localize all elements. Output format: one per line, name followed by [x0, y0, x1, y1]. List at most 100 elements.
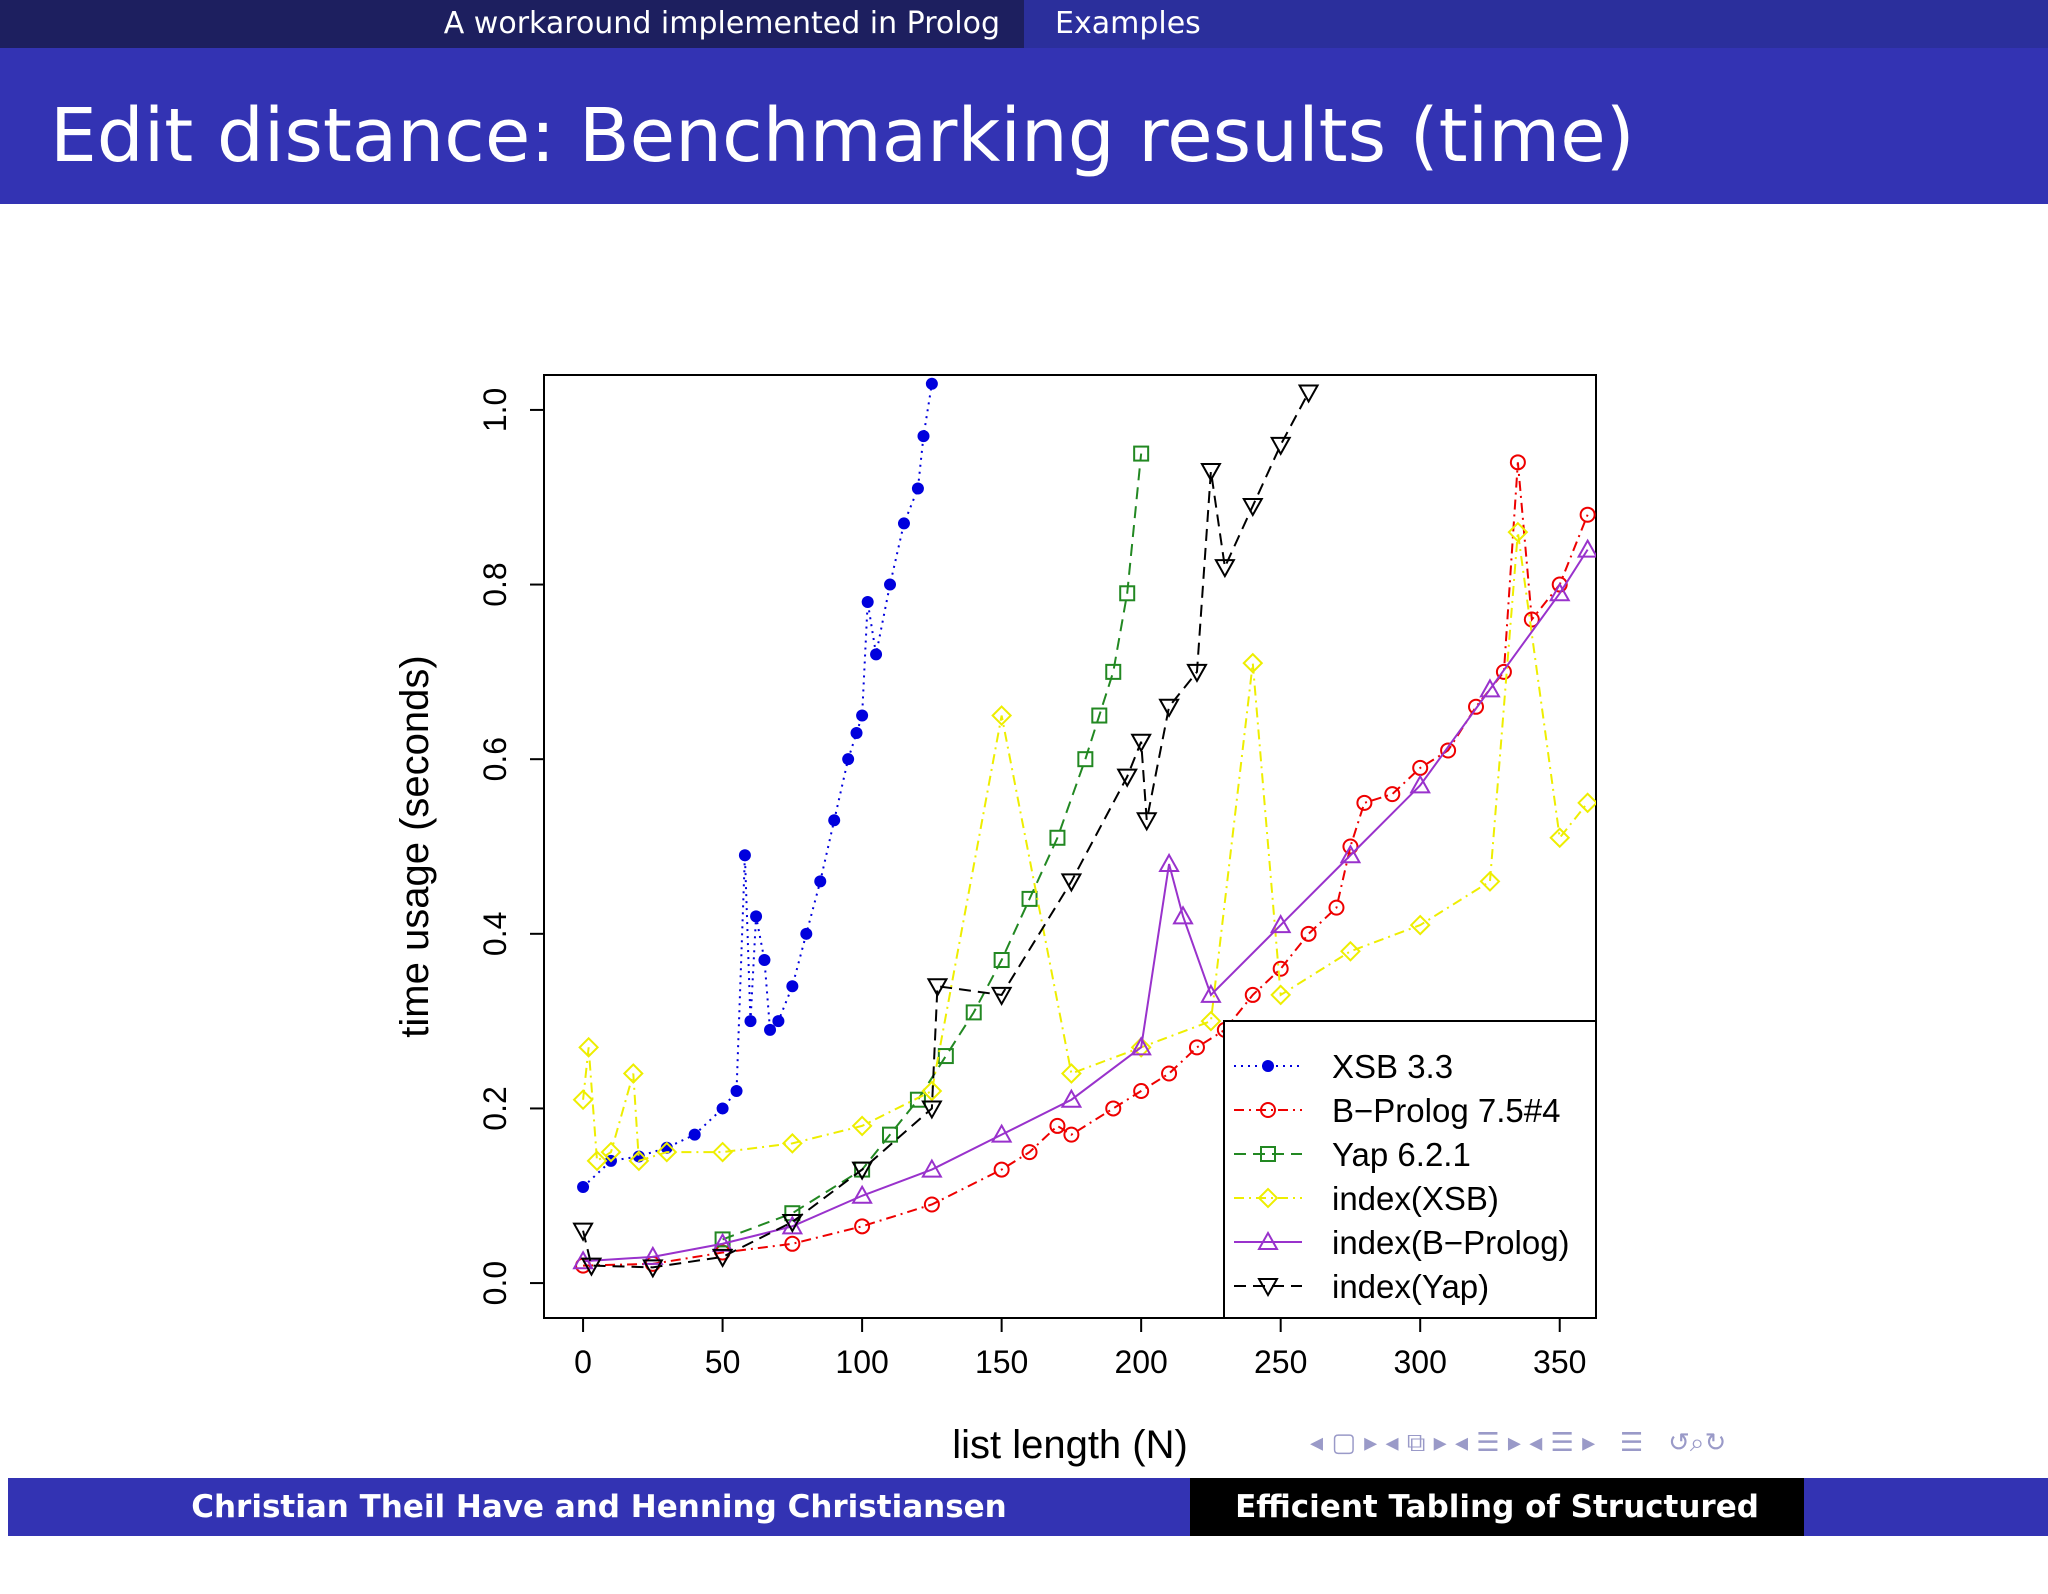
x-tick-label: 250 — [1254, 1344, 1307, 1380]
data-point — [911, 482, 924, 495]
nav-section-right-icon[interactable]: ▸ — [1507, 1428, 1521, 1458]
y-tick-label: 0.8 — [477, 562, 513, 606]
data-point — [1116, 768, 1138, 788]
data-point — [1479, 871, 1501, 892]
y-axis-label: time usage (seconds) — [393, 655, 437, 1037]
nav-align-left-icon[interactable]: ◂ — [1529, 1428, 1543, 1458]
data-point — [1133, 1082, 1150, 1099]
nav-subsection-link[interactable]: Examples — [1055, 6, 1201, 41]
data-point — [1269, 436, 1292, 456]
nav-outline-icon[interactable]: ☰ — [1603, 1428, 1660, 1458]
data-point — [1509, 454, 1526, 471]
data-point — [730, 1084, 743, 1097]
data-point — [1409, 914, 1431, 936]
x-tick-label: 300 — [1394, 1344, 1447, 1380]
data-point — [781, 1132, 803, 1154]
nav-frame-right-icon[interactable]: ▸ — [1364, 1428, 1378, 1458]
data-point — [572, 1250, 594, 1270]
nav-section-icon[interactable]: ☰ — [1476, 1428, 1500, 1458]
data-point — [1297, 384, 1320, 404]
data-point — [1200, 1010, 1222, 1032]
y-tick-label: 0.2 — [477, 1086, 513, 1130]
data-point — [993, 952, 1010, 969]
data-point — [1468, 698, 1485, 715]
data-point — [828, 814, 841, 827]
series-3 — [572, 521, 1596, 1172]
data-point — [851, 1115, 873, 1137]
data-point — [1060, 1088, 1083, 1108]
data-point — [750, 910, 763, 923]
data-point — [1060, 1063, 1082, 1084]
series-line — [582, 391, 1310, 1269]
data-point — [1188, 1039, 1205, 1056]
nav-subsection-icon[interactable]: ⧉ — [1406, 1428, 1426, 1458]
data-point — [1577, 792, 1596, 814]
data-point — [784, 1205, 801, 1222]
nav-section-left-icon[interactable]: ◂ — [1455, 1428, 1469, 1458]
data-point — [1579, 506, 1596, 523]
data-point — [1356, 794, 1373, 811]
data-point — [1161, 1065, 1178, 1082]
data-point — [937, 1048, 954, 1065]
data-point — [993, 1161, 1010, 1178]
data-point — [921, 1080, 943, 1102]
nav-section-link[interactable]: A workaround implemented in Prolog — [443, 6, 1000, 41]
data-point — [965, 1004, 982, 1021]
data-point — [1021, 1144, 1038, 1161]
data-point — [1119, 585, 1136, 602]
benchmark-chart: 0 50 100 150 200 250 300 350 0.0 0.2 0.4 0.6 0.8 1.0 l… — [393, 374, 1597, 1467]
slide-title: Edit distance: Benchmarking results (tim… — [50, 93, 1635, 179]
data-point — [738, 849, 751, 862]
data-point — [1328, 899, 1345, 916]
data-point — [1576, 538, 1596, 558]
data-point — [758, 954, 771, 967]
nav-align-icon[interactable]: ☰ — [1550, 1428, 1574, 1458]
data-point — [1133, 445, 1150, 462]
data-point — [990, 1123, 1013, 1143]
nav-subsection-right-icon[interactable]: ▸ — [1433, 1428, 1447, 1458]
nav-subsection-left-icon[interactable]: ◂ — [1385, 1428, 1399, 1458]
legend-label: index(B−Prolog) — [1332, 1224, 1570, 1261]
series-2 — [714, 445, 1150, 1248]
data-point — [861, 596, 874, 609]
nav-frame-icon[interactable]: ▢ — [1331, 1428, 1356, 1458]
legend-marker — [1257, 1187, 1279, 1209]
legend-marker — [1257, 1278, 1279, 1298]
data-point — [1244, 986, 1261, 1003]
y-tick-label: 0.4 — [477, 912, 513, 956]
data-point — [1300, 925, 1317, 942]
data-point — [716, 1102, 729, 1115]
data-point — [800, 927, 813, 940]
data-point — [1158, 698, 1180, 718]
data-point — [712, 1141, 734, 1163]
data-point — [1063, 1126, 1080, 1143]
data-point — [884, 578, 897, 591]
data-point — [628, 1150, 650, 1172]
data-point — [580, 1257, 603, 1277]
data-point — [1214, 559, 1236, 579]
data-point — [882, 1126, 899, 1143]
data-point — [1186, 663, 1208, 683]
data-point — [1200, 463, 1222, 483]
series-line — [582, 532, 1589, 1163]
nav-frame-left-icon[interactable]: ◂ — [1310, 1428, 1324, 1458]
data-point — [854, 1218, 871, 1235]
y-tick-label: 0.6 — [477, 737, 513, 781]
data-point — [851, 1161, 873, 1181]
beamer-navigation: ◂ ▢ ▸ ◂ ⧉ ▸ ◂ ☰ ▸ ◂ ☰ ▸ ☰ ↺⌕↻ — [1310, 1428, 1726, 1459]
data-point — [925, 377, 938, 390]
data-point — [814, 875, 827, 888]
data-point — [586, 1150, 608, 1172]
nav-align-right-icon[interactable]: ▸ — [1582, 1428, 1596, 1458]
data-point — [1077, 751, 1094, 768]
data-point — [1130, 1036, 1152, 1058]
data-point — [744, 1015, 757, 1028]
data-point — [1242, 652, 1264, 674]
data-point — [926, 978, 949, 998]
data-point — [1339, 844, 1362, 864]
search-icon[interactable]: ↺⌕↻ — [1668, 1428, 1727, 1458]
data-point — [1200, 983, 1222, 1003]
data-point — [1270, 984, 1292, 1006]
data-point — [1340, 940, 1361, 962]
data-point — [781, 1215, 804, 1235]
